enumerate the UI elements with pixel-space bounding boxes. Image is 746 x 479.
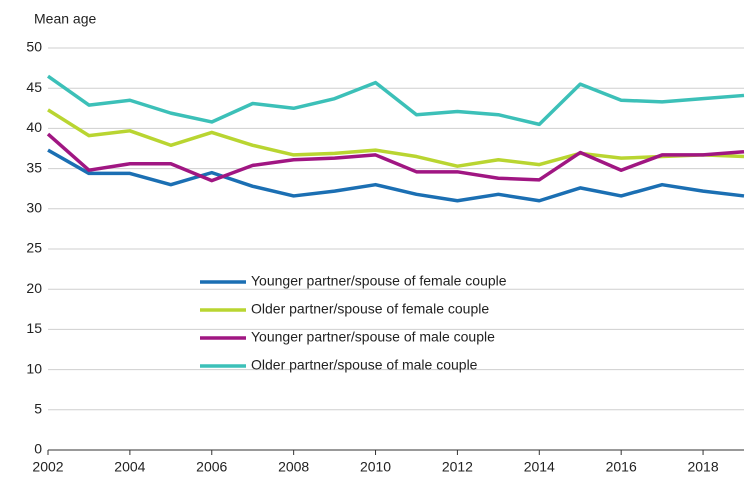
- x-tick-label: 2016: [606, 459, 637, 475]
- legend-label: Older partner/spouse of female couple: [251, 301, 489, 317]
- x-tick-label: 2010: [360, 459, 391, 475]
- x-tick-label: 2004: [114, 459, 145, 475]
- y-tick-label: 0: [34, 441, 42, 457]
- y-tick-label: 40: [26, 119, 42, 135]
- legend-label: Younger partner/spouse of female couple: [251, 273, 507, 289]
- y-tick-label: 30: [26, 200, 42, 216]
- series-line: [47, 148, 745, 203]
- x-tick-label: 2012: [442, 459, 473, 475]
- y-tick-label: 20: [26, 280, 42, 296]
- y-tick-label: 25: [26, 240, 42, 256]
- legend-label: Younger partner/spouse of male couple: [251, 329, 495, 345]
- y-axis-label: Mean age: [34, 11, 96, 27]
- series-line: [47, 108, 745, 168]
- x-tick-label: 2008: [278, 459, 309, 475]
- x-tick-label: 2006: [196, 459, 227, 475]
- y-tick-label: 45: [26, 79, 42, 95]
- y-tick-label: 15: [26, 320, 42, 336]
- y-tick-label: 10: [26, 360, 42, 376]
- y-tick-label: 50: [26, 39, 42, 55]
- series-line: [46, 74, 745, 127]
- x-tick-label: 2014: [524, 459, 555, 475]
- x-tick-label: 2002: [32, 459, 63, 475]
- legend-label: Older partner/spouse of male couple: [251, 357, 478, 373]
- y-tick-label: 5: [34, 401, 42, 417]
- x-tick-label: 2018: [687, 459, 718, 475]
- series-line: [46, 132, 745, 183]
- y-tick-label: 35: [26, 159, 42, 175]
